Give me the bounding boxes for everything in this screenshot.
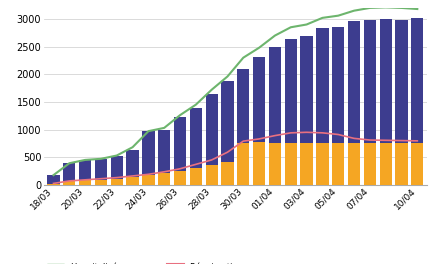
Bar [63, 181, 76, 185]
Bar [190, 108, 202, 185]
Bar [237, 143, 249, 185]
Bar [395, 143, 407, 185]
Bar [48, 184, 60, 185]
Bar [142, 131, 154, 185]
Bar [126, 177, 139, 185]
Bar [364, 20, 376, 185]
Bar [380, 19, 392, 185]
Bar [285, 39, 297, 185]
Bar [110, 179, 123, 185]
Bar [190, 168, 202, 185]
Bar [332, 27, 345, 185]
Bar [221, 81, 234, 185]
Bar [269, 143, 281, 185]
Bar [316, 143, 329, 185]
Legend: Hospitalisés en cours, Réanimations en cours: Hospitalisés en cours, Réanimations en c… [44, 259, 290, 264]
Bar [79, 160, 91, 185]
Bar [253, 142, 265, 185]
Bar [364, 143, 376, 185]
Bar [174, 117, 186, 185]
Bar [142, 175, 154, 185]
Bar [205, 165, 218, 185]
Bar [411, 143, 423, 185]
Bar [348, 143, 360, 185]
Bar [395, 20, 407, 185]
Bar [126, 150, 139, 185]
Bar [316, 28, 329, 185]
Bar [301, 36, 313, 185]
Bar [269, 47, 281, 185]
Bar [253, 57, 265, 185]
Bar [301, 143, 313, 185]
Bar [221, 162, 234, 185]
Bar [79, 180, 91, 185]
Bar [158, 173, 170, 185]
Bar [95, 180, 107, 185]
Bar [411, 18, 423, 185]
Bar [158, 130, 170, 185]
Bar [380, 143, 392, 185]
Bar [48, 175, 60, 185]
Bar [332, 143, 345, 185]
Bar [237, 69, 249, 185]
Bar [174, 171, 186, 185]
Bar [110, 155, 123, 185]
Bar [285, 143, 297, 185]
Bar [205, 94, 218, 185]
Bar [348, 21, 360, 185]
Bar [63, 163, 76, 185]
Bar [95, 159, 107, 185]
